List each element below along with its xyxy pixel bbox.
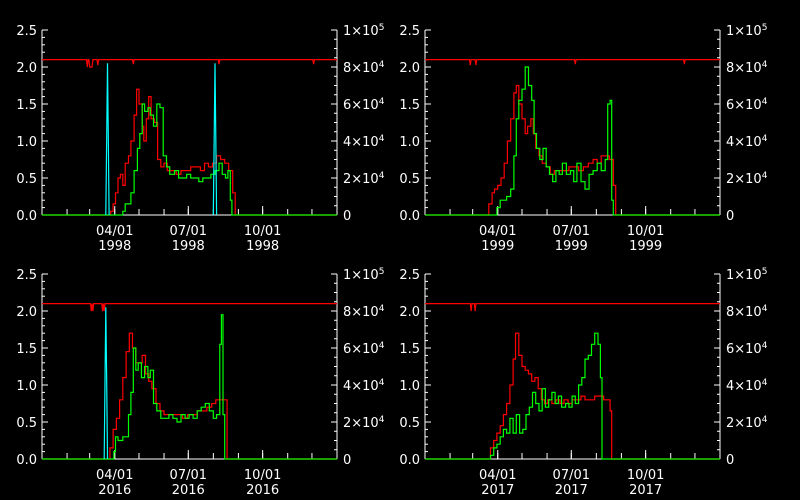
green-series-line-1 bbox=[425, 66, 720, 216]
left-tick-label: 2.5 bbox=[16, 268, 37, 283]
cyan-series-line-4 bbox=[212, 63, 218, 216]
x-tick-label-year: 2016 bbox=[246, 483, 279, 498]
right-tick-label: 8×104 bbox=[726, 304, 768, 320]
left-tick-label: 0.5 bbox=[16, 172, 37, 187]
panel-2016: 0.0 0.5 1.0 1.5 2.0 2.5 0 2×104 4×104 6×104 8×104 1… bbox=[16, 267, 384, 498]
x-tick-label-year: 1999 bbox=[555, 239, 588, 254]
x-tick-label-date: 07/01 bbox=[170, 468, 207, 483]
right-tick-label: 2×104 bbox=[726, 415, 768, 431]
left-tick-label: 1.0 bbox=[399, 379, 420, 394]
right-tick-label: 8×104 bbox=[343, 60, 385, 76]
x-tick-label-year: 2017 bbox=[481, 483, 514, 498]
right-tick-label: 0 bbox=[343, 209, 351, 224]
left-tick-label: 0.0 bbox=[399, 453, 420, 468]
right-tick-label: 0 bbox=[343, 453, 351, 468]
left-tick-label: 2.0 bbox=[16, 305, 37, 320]
x-tick-label-date: 07/01 bbox=[553, 468, 590, 483]
right-tick-label: 6×104 bbox=[343, 341, 385, 357]
right-tick-label: 1×105 bbox=[726, 267, 767, 283]
left-tick-label: 1.0 bbox=[16, 135, 37, 150]
x-tick-label-year: 1999 bbox=[481, 239, 514, 254]
right-tick-label: 2×104 bbox=[726, 171, 768, 187]
cyan-series-line-3 bbox=[105, 63, 110, 216]
left-tick-label: 0.5 bbox=[16, 416, 37, 431]
right-tick-label: 4×104 bbox=[343, 134, 385, 150]
left-tick-label: 0.0 bbox=[16, 453, 37, 468]
left-tick-label: 1.5 bbox=[16, 342, 37, 357]
left-tick-label: 2.5 bbox=[16, 24, 37, 39]
x-tick-label-date: 10/01 bbox=[244, 224, 281, 239]
x-tick-label-year: 2016 bbox=[172, 483, 205, 498]
right-tick-label: 4×104 bbox=[726, 134, 768, 150]
right-tick-label: 0 bbox=[726, 209, 734, 224]
red-series-line-2 bbox=[42, 303, 337, 312]
right-tick-label: 6×104 bbox=[343, 97, 385, 113]
cyan-series-line-3 bbox=[103, 307, 109, 460]
right-tick-label: 1×105 bbox=[726, 23, 767, 39]
right-tick-label: 4×104 bbox=[726, 378, 768, 394]
right-tick-label: 2×104 bbox=[343, 415, 385, 431]
left-tick-label: 0.0 bbox=[399, 209, 420, 224]
x-tick-label-date: 10/01 bbox=[627, 224, 664, 239]
right-tick-label: 6×104 bbox=[726, 341, 768, 357]
panel-1999: 0.0 0.5 1.0 1.5 2.0 2.5 0 2×104 4×104 6×104 8×104 1… bbox=[399, 23, 767, 254]
x-tick-label-date: 04/01 bbox=[96, 468, 133, 483]
right-tick-label: 4×104 bbox=[343, 378, 385, 394]
left-tick-label: 0.5 bbox=[399, 172, 420, 187]
x-tick-label-date: 07/01 bbox=[170, 224, 207, 239]
red-series-line-0 bbox=[42, 332, 337, 460]
x-tick-label-date: 10/01 bbox=[627, 468, 664, 483]
x-tick-label-year: 2017 bbox=[555, 483, 588, 498]
x-tick-label-year: 2017 bbox=[629, 483, 662, 498]
left-tick-label: 2.0 bbox=[399, 61, 420, 76]
x-tick-label-date: 04/01 bbox=[479, 468, 516, 483]
right-tick-label: 6×104 bbox=[726, 97, 768, 113]
left-tick-label: 1.0 bbox=[399, 135, 420, 150]
x-tick-label-date: 04/01 bbox=[96, 224, 133, 239]
x-tick-label-year: 1998 bbox=[246, 239, 279, 254]
red-series-line-0 bbox=[425, 332, 720, 460]
left-tick-label: 2.5 bbox=[399, 24, 420, 39]
green-series-line-1 bbox=[425, 332, 720, 460]
right-tick-label: 1×105 bbox=[343, 267, 384, 283]
x-tick-label-date: 04/01 bbox=[479, 224, 516, 239]
right-tick-label: 1×105 bbox=[343, 23, 384, 39]
right-tick-label: 8×104 bbox=[343, 304, 385, 320]
red-series-line-2 bbox=[425, 59, 720, 66]
red-series-line-2 bbox=[42, 59, 337, 68]
green-series-line-1 bbox=[42, 314, 337, 460]
x-tick-label-year: 2016 bbox=[98, 483, 131, 498]
x-tick-label-year: 1998 bbox=[98, 239, 131, 254]
red-series-line-0 bbox=[425, 84, 720, 216]
left-tick-label: 1.5 bbox=[16, 98, 37, 113]
x-tick-label-year: 1998 bbox=[172, 239, 205, 254]
red-series-line-0 bbox=[42, 88, 337, 216]
x-tick-label-date: 07/01 bbox=[553, 224, 590, 239]
left-tick-label: 0.0 bbox=[16, 209, 37, 224]
x-tick-label-date: 10/01 bbox=[244, 468, 281, 483]
left-tick-label: 2.0 bbox=[399, 305, 420, 320]
left-tick-label: 1.5 bbox=[399, 342, 420, 357]
green-series-line-1 bbox=[42, 103, 337, 216]
left-tick-label: 2.0 bbox=[16, 61, 37, 76]
red-series-line-2 bbox=[425, 303, 720, 312]
x-tick-label-year: 1999 bbox=[629, 239, 662, 254]
right-tick-label: 2×104 bbox=[343, 171, 385, 187]
left-tick-label: 0.5 bbox=[399, 416, 420, 431]
right-tick-label: 0 bbox=[726, 453, 734, 468]
panel-1998: 0.0 0.5 1.0 1.5 2.0 2.5 0 2×104 4×104 6×104 8×104 1… bbox=[16, 23, 384, 254]
left-tick-label: 2.5 bbox=[399, 268, 420, 283]
left-tick-label: 1.5 bbox=[399, 98, 420, 113]
panel-2017: 0.0 0.5 1.0 1.5 2.0 2.5 0 2×104 4×104 6×104 8×104 1… bbox=[399, 267, 767, 498]
left-tick-label: 1.0 bbox=[16, 379, 37, 394]
right-tick-label: 8×104 bbox=[726, 60, 768, 76]
